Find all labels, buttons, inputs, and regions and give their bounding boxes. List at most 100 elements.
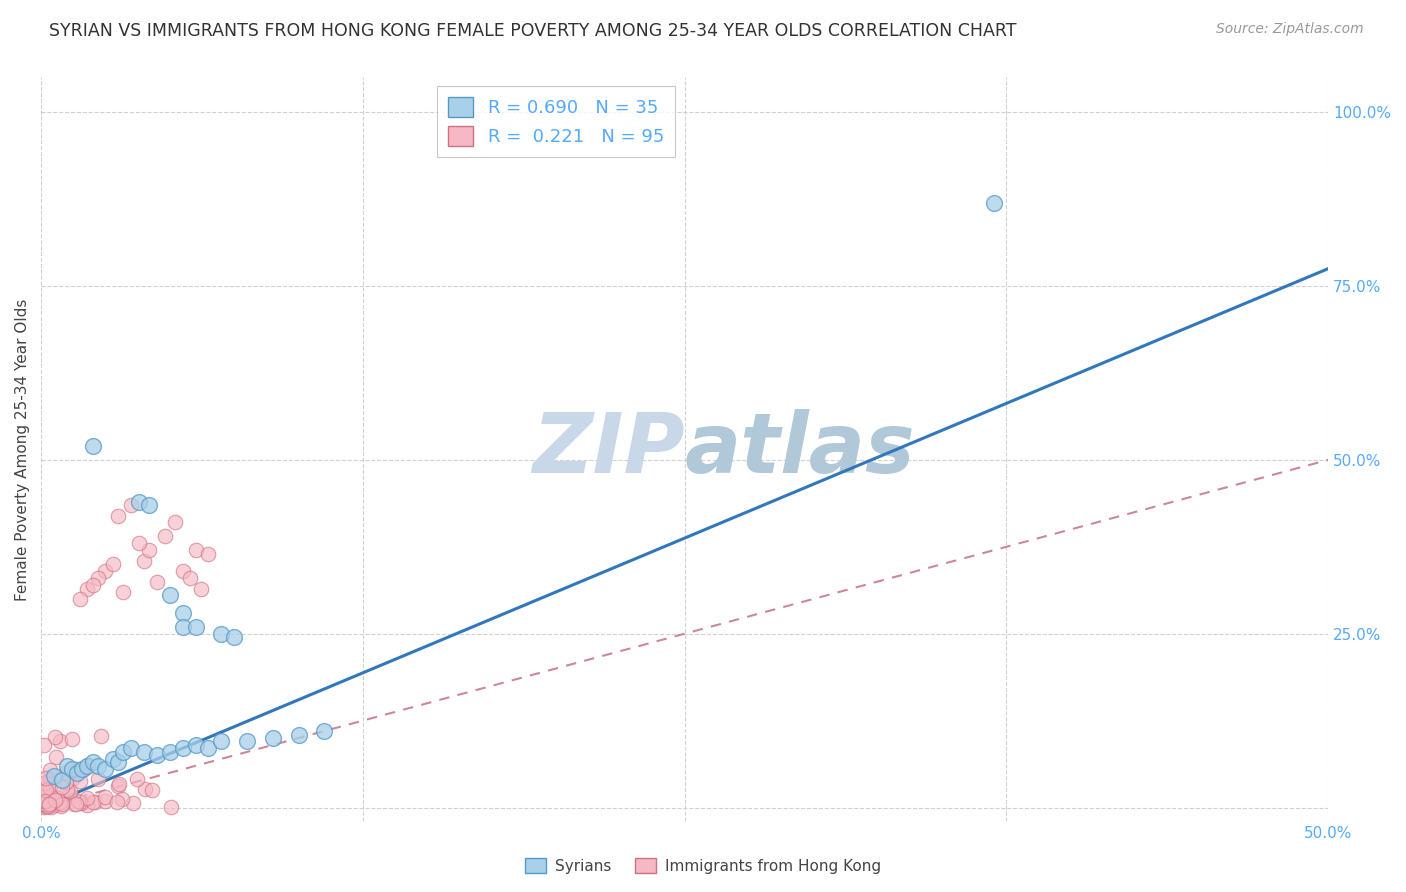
Point — [32, 797, 55, 811]
Point — [52, 796, 75, 810]
Point — [159, 589, 181, 603]
Y-axis label: Female Poverty Among 25-34 Year Olds: Female Poverty Among 25-34 Year Olds — [15, 298, 30, 600]
Point — [60, 762, 83, 776]
Legend: R = 0.690   N = 35, R =  0.221   N = 95: R = 0.690 N = 35, R = 0.221 N = 95 — [437, 87, 675, 157]
Point — [314, 724, 336, 739]
Point — [110, 791, 132, 805]
Point — [65, 797, 87, 812]
Point — [49, 734, 72, 748]
Point — [122, 796, 145, 810]
Point — [146, 574, 169, 589]
Point — [94, 790, 117, 805]
Point — [112, 745, 135, 759]
Point — [38, 798, 60, 813]
Point — [35, 771, 58, 785]
Point — [66, 794, 89, 808]
Point — [112, 585, 135, 599]
Point — [94, 762, 117, 776]
Point — [105, 795, 128, 809]
Point — [94, 794, 117, 808]
Point — [138, 498, 160, 512]
Point — [39, 780, 62, 795]
Point — [32, 797, 55, 811]
Point — [197, 547, 219, 561]
Point — [107, 508, 129, 523]
Point — [60, 731, 83, 746]
Point — [56, 783, 79, 797]
Point — [69, 796, 91, 810]
Point — [197, 741, 219, 756]
Point — [76, 759, 98, 773]
Point — [87, 759, 110, 773]
Point — [159, 799, 181, 814]
Text: atlas: atlas — [685, 409, 915, 490]
Point — [236, 734, 259, 748]
Point — [66, 765, 89, 780]
Point — [32, 792, 55, 806]
Point — [163, 516, 186, 530]
Point — [94, 564, 117, 578]
Point — [39, 777, 62, 791]
Point — [32, 776, 55, 790]
Point — [127, 772, 149, 786]
Point — [51, 797, 73, 811]
Point — [184, 543, 207, 558]
Point — [38, 797, 60, 812]
Point — [82, 756, 104, 770]
Point — [184, 620, 207, 634]
Point — [141, 783, 163, 797]
Point — [62, 771, 84, 785]
Point — [132, 745, 155, 759]
Point — [209, 626, 232, 640]
Text: SYRIAN VS IMMIGRANTS FROM HONG KONG FEMALE POVERTY AMONG 25-34 YEAR OLDS CORRELA: SYRIAN VS IMMIGRANTS FROM HONG KONG FEMA… — [49, 22, 1017, 40]
Point — [190, 582, 212, 596]
Point — [34, 794, 56, 808]
Point — [66, 764, 89, 778]
Point — [262, 731, 284, 745]
Point — [107, 777, 129, 791]
Point — [45, 749, 67, 764]
Point — [44, 797, 66, 812]
Point — [179, 571, 201, 585]
Point — [42, 794, 65, 808]
Point — [32, 795, 55, 809]
Point — [44, 730, 66, 744]
Point — [103, 557, 125, 571]
Point — [76, 790, 98, 805]
Point — [35, 783, 58, 797]
Point — [34, 797, 56, 811]
Point — [38, 771, 60, 785]
Point — [51, 780, 73, 795]
Point — [146, 748, 169, 763]
Point — [107, 779, 129, 793]
Point — [76, 797, 98, 812]
Point — [134, 781, 156, 796]
Point — [107, 756, 129, 770]
Point — [44, 793, 66, 807]
Point — [44, 798, 66, 813]
Point — [32, 775, 55, 789]
Point — [128, 536, 150, 550]
Point — [32, 784, 55, 798]
Point — [159, 745, 181, 759]
Point — [82, 439, 104, 453]
Point — [103, 752, 125, 766]
Text: Source: ZipAtlas.com: Source: ZipAtlas.com — [1216, 22, 1364, 37]
Point — [83, 795, 105, 809]
Point — [56, 759, 79, 773]
Point — [65, 762, 87, 776]
Text: ZIP: ZIP — [531, 409, 685, 490]
Point — [51, 772, 73, 787]
Point — [32, 738, 55, 752]
Point — [38, 797, 60, 812]
Point — [49, 795, 72, 809]
Point — [39, 800, 62, 814]
Point — [46, 790, 69, 805]
Point — [82, 795, 104, 809]
Point — [90, 729, 112, 743]
Point — [128, 494, 150, 508]
Legend: Syrians, Immigrants from Hong Kong: Syrians, Immigrants from Hong Kong — [519, 852, 887, 880]
Point — [184, 738, 207, 752]
Point — [69, 773, 91, 788]
Point — [55, 765, 77, 780]
